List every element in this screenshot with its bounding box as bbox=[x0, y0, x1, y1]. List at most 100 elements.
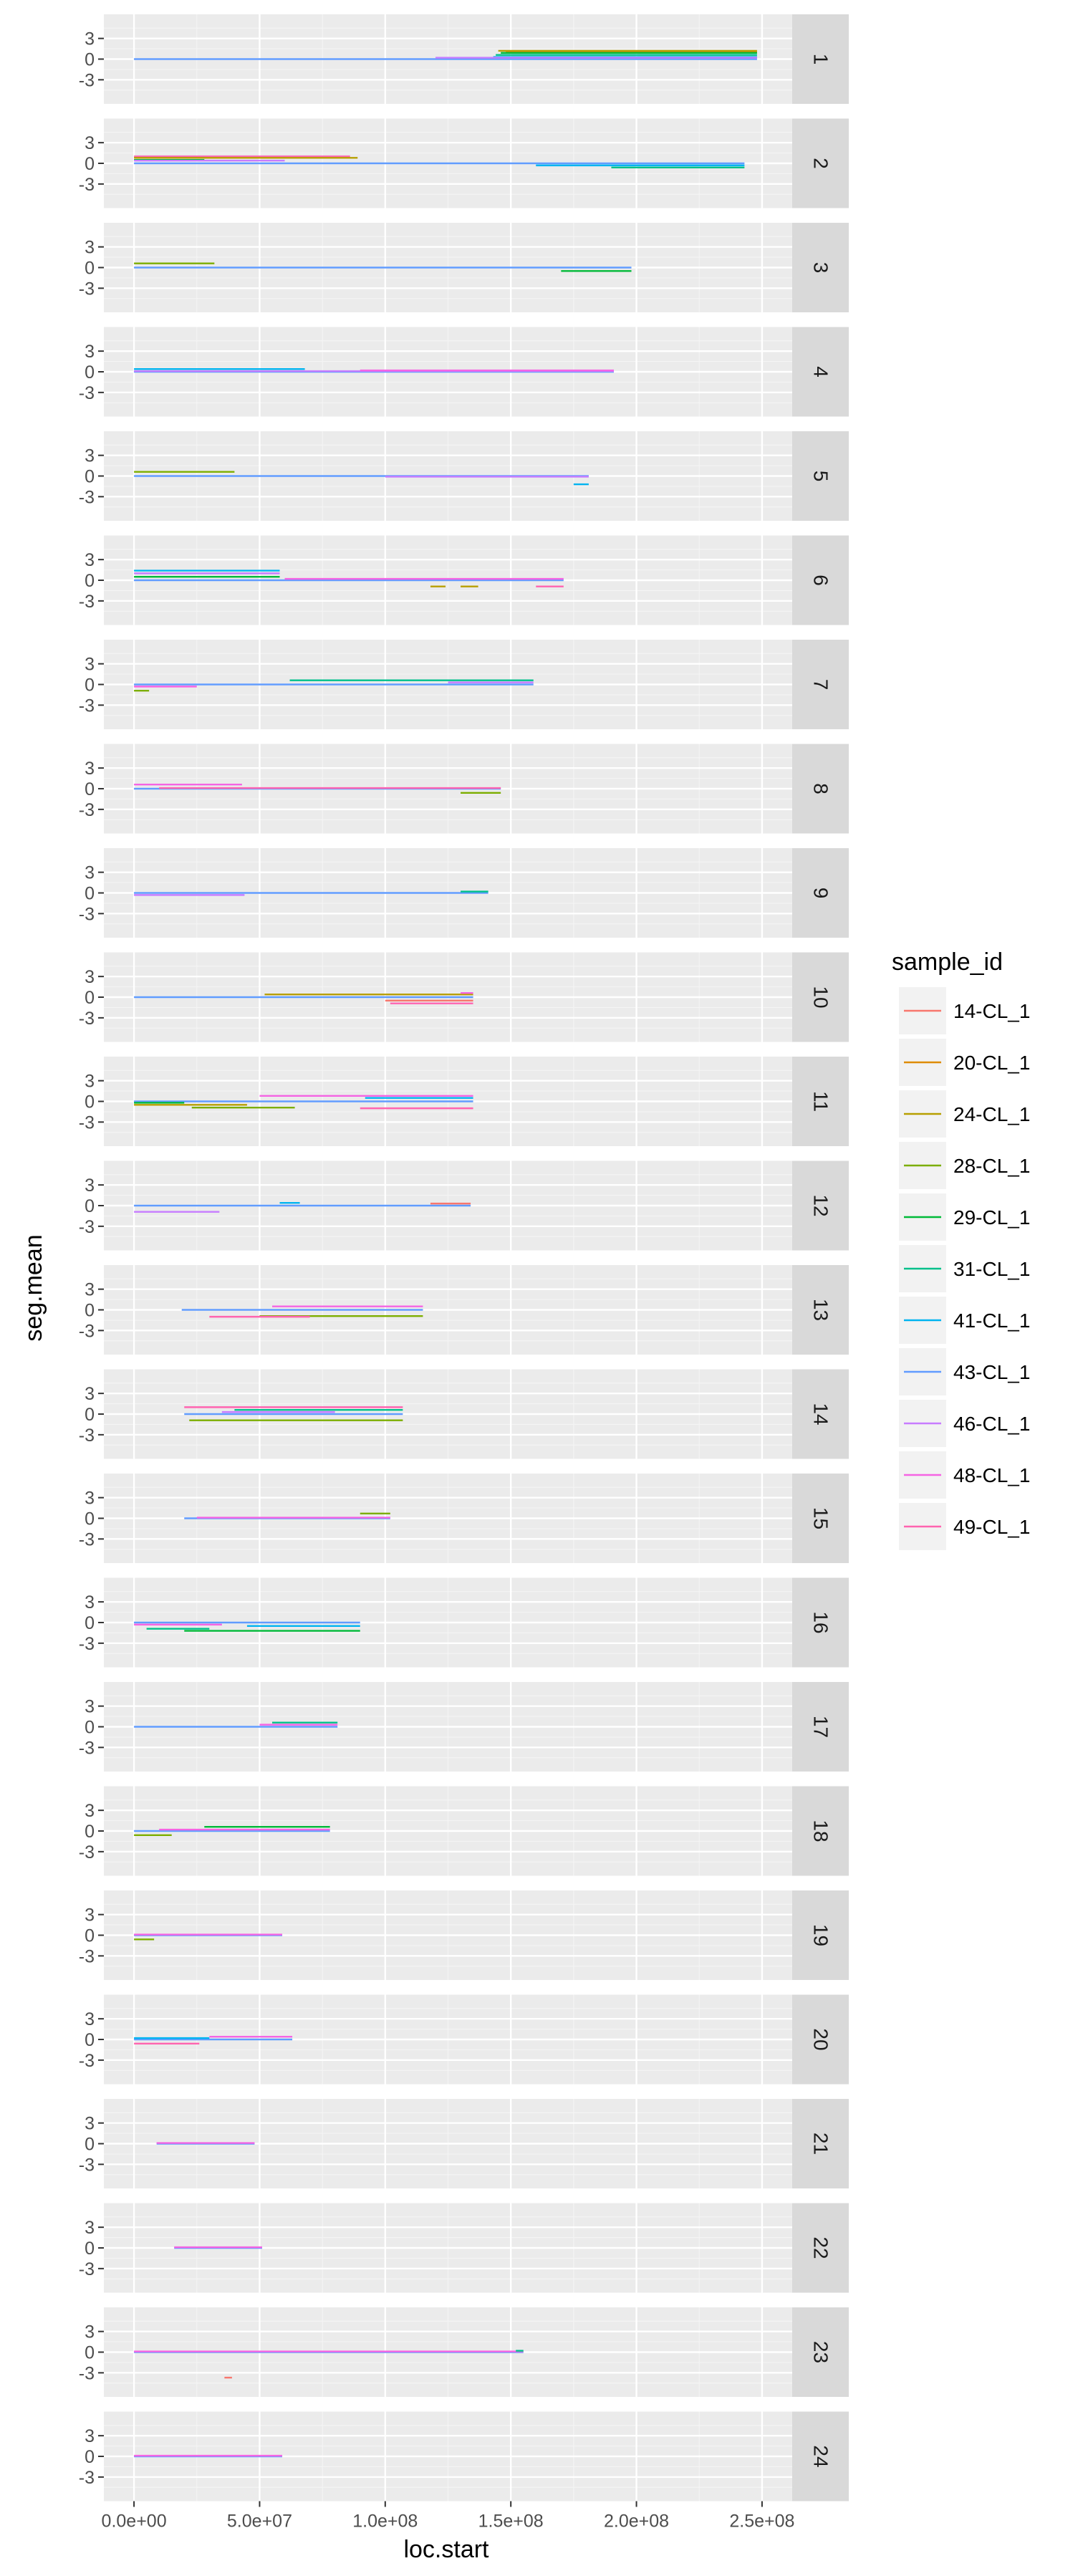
facet-strip-label: 23 bbox=[810, 2341, 832, 2363]
facet-panels: 30-3130-3230-3330-3430-3530-3630-3730-38… bbox=[79, 14, 849, 2501]
legend-item-label: 48-CL_1 bbox=[953, 1464, 1030, 1486]
y-tick-label: 0 bbox=[85, 884, 95, 904]
y-tick-label: 3 bbox=[85, 133, 95, 153]
legend-item-label: 29-CL_1 bbox=[953, 1206, 1030, 1229]
facet-panel: 30-3 15 bbox=[79, 1474, 849, 1563]
y-tick-label: 0 bbox=[85, 50, 95, 70]
facet-panel: 30-3 19 bbox=[79, 1890, 849, 1980]
facet-strip bbox=[792, 118, 849, 208]
facet-strip bbox=[792, 223, 849, 312]
facet-strip-label: 18 bbox=[810, 1820, 832, 1842]
y-tick-label: -3 bbox=[79, 487, 95, 507]
facet-strip-label: 12 bbox=[810, 1194, 832, 1216]
legend-item-label: 14-CL_1 bbox=[953, 1000, 1030, 1022]
y-tick-label: 0 bbox=[85, 2343, 95, 2363]
legend-item: 49-CL_1 bbox=[899, 1503, 1030, 1550]
facet-panel: 30-3 1 bbox=[79, 14, 849, 104]
facet-panel: 30-3 9 bbox=[79, 848, 849, 938]
facet-strip bbox=[792, 640, 849, 729]
y-tick-label: -3 bbox=[79, 70, 95, 90]
y-tick-label: -3 bbox=[79, 175, 95, 195]
facet-strip bbox=[792, 1890, 849, 1980]
y-tick-label: 3 bbox=[85, 2322, 95, 2342]
facet-strip bbox=[792, 952, 849, 1042]
x-tick-label: 5.0e+07 bbox=[227, 2512, 292, 2532]
y-tick-label: 3 bbox=[85, 2426, 95, 2446]
facet-strip-label: 24 bbox=[810, 2445, 832, 2467]
legend-item-label: 24-CL_1 bbox=[953, 1103, 1030, 1125]
y-tick-label: 0 bbox=[85, 362, 95, 383]
x-tick-label: 0.0e+00 bbox=[102, 2512, 167, 2532]
y-tick-label: 0 bbox=[85, 1196, 95, 1216]
facet-strip bbox=[792, 848, 849, 938]
x-axis-title: loc.start bbox=[403, 2536, 489, 2563]
facet-panel: 30-3 14 bbox=[79, 1369, 849, 1459]
y-tick-label: 3 bbox=[85, 2114, 95, 2134]
facet-strip bbox=[792, 535, 849, 625]
facet-panel: 30-3 16 bbox=[79, 1577, 849, 1668]
facet-strip-label: 1 bbox=[810, 54, 832, 65]
facet-panel: 30-3 23 bbox=[79, 2307, 849, 2397]
facet-strip-label: 16 bbox=[810, 1611, 832, 1633]
y-tick-label: 3 bbox=[85, 655, 95, 675]
legend-item-label: 41-CL_1 bbox=[953, 1309, 1030, 1332]
x-tick-label: 2.0e+08 bbox=[604, 2512, 669, 2532]
facet-strip bbox=[792, 1057, 849, 1146]
x-tick-label: 1.5e+08 bbox=[478, 2512, 544, 2532]
legend-item: 28-CL_1 bbox=[899, 1142, 1030, 1189]
facet-strip-label: 15 bbox=[810, 1507, 832, 1529]
facet-strip-label: 10 bbox=[810, 986, 832, 1008]
facet-strip bbox=[792, 1994, 849, 2085]
y-tick-label: 0 bbox=[85, 154, 95, 174]
y-tick-label: -3 bbox=[79, 279, 95, 299]
y-tick-label: 3 bbox=[85, 1280, 95, 1300]
facet-strip-label: 7 bbox=[810, 679, 832, 691]
facet-panel: 30-3 8 bbox=[79, 744, 849, 834]
y-tick-label: 3 bbox=[85, 759, 95, 779]
facet-panel: 30-33 bbox=[79, 223, 849, 312]
facet-strip-label: 2 bbox=[810, 158, 832, 169]
facet-panel: 30-3 4 bbox=[79, 327, 849, 417]
facet-panel: 30-3 5 bbox=[79, 431, 849, 521]
x-tick-label: 2.5e+08 bbox=[729, 2512, 794, 2532]
y-tick-label: 0 bbox=[85, 1718, 95, 1738]
facet-strip-label: 4 bbox=[810, 366, 832, 378]
legend-item-label: 31-CL_1 bbox=[953, 1258, 1030, 1280]
y-tick-label: 3 bbox=[85, 1489, 95, 1509]
legend-item: 48-CL_1 bbox=[899, 1451, 1030, 1499]
y-tick-label: 3 bbox=[85, 1384, 95, 1404]
y-tick-label: 3 bbox=[85, 342, 95, 362]
facet-strip-label: 8 bbox=[810, 783, 832, 794]
y-tick-label: 3 bbox=[85, 1905, 95, 1926]
facet-panel: 30-3 6 bbox=[79, 535, 849, 625]
facet-strip bbox=[792, 431, 849, 521]
legend-item-label: 49-CL_1 bbox=[953, 1516, 1030, 1538]
y-tick-label: 3 bbox=[85, 863, 95, 883]
x-tick-label: 1.0e+08 bbox=[352, 2512, 418, 2532]
facet-strip-label: 21 bbox=[810, 2133, 832, 2155]
y-tick-label: 0 bbox=[85, 2030, 95, 2050]
facet-panel: 30-3 18 bbox=[79, 1786, 849, 1876]
facet-strip bbox=[792, 1786, 849, 1876]
y-tick-label: -3 bbox=[79, 2363, 95, 2383]
y-tick-label: -3 bbox=[79, 1946, 95, 1966]
y-tick-label: -3 bbox=[79, 696, 95, 716]
facet-strip bbox=[792, 1369, 849, 1459]
facet-panel: 30-3 7 bbox=[79, 640, 849, 729]
y-tick-label: 0 bbox=[85, 1926, 95, 1946]
legend-title: sample_id bbox=[892, 948, 1003, 976]
facet-strip bbox=[792, 1265, 849, 1355]
facet-strip bbox=[792, 1474, 849, 1563]
y-tick-label: 3 bbox=[85, 1592, 95, 1613]
y-tick-label: 0 bbox=[85, 2239, 95, 2259]
y-tick-label: 0 bbox=[85, 1509, 95, 1529]
facet-panel: 30-3 17 bbox=[79, 1682, 849, 1772]
y-tick-label: 0 bbox=[85, 1405, 95, 1425]
facet-strip bbox=[792, 14, 849, 104]
y-tick-label: 0 bbox=[85, 676, 95, 696]
legend-item: 14-CL_1 bbox=[899, 987, 1030, 1034]
facet-strip-label: 17 bbox=[810, 1716, 832, 1738]
legend-item-label: 20-CL_1 bbox=[953, 1052, 1030, 1074]
y-tick-label: -3 bbox=[79, 1529, 95, 1549]
